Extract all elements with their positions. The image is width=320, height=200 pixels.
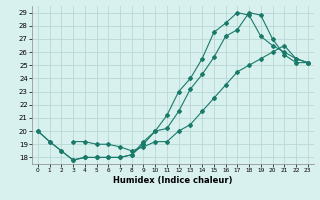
- X-axis label: Humidex (Indice chaleur): Humidex (Indice chaleur): [113, 176, 233, 185]
